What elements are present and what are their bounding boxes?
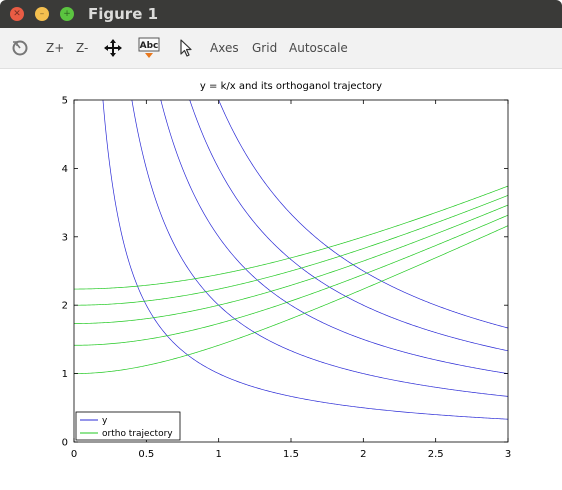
minimize-icon: –	[39, 8, 45, 19]
toolbar: Z+ Z- Abc Axes Grid Autoscale	[0, 28, 562, 69]
x-tick-label: 1	[215, 449, 221, 460]
minimize-button[interactable]: –	[35, 7, 49, 21]
legend[interactable]: y ortho trajectory	[75, 411, 181, 441]
x-tick-label: 2	[360, 449, 366, 460]
chart-title: y = k/x and its orthoganol trajectory	[200, 81, 382, 92]
x-tick-label: 0	[71, 449, 77, 460]
series-y-curve	[131, 100, 508, 397]
y-tick-label: 4	[62, 164, 68, 175]
series-ortho-curve	[74, 195, 508, 306]
pan-arrows-icon[interactable]	[103, 38, 123, 58]
x-tick-label: 2.5	[428, 449, 444, 460]
legend-label-y: y	[102, 416, 108, 426]
x-tick-label: 3	[505, 449, 511, 460]
y-tick-label: 2	[62, 301, 68, 312]
axes-button[interactable]: Axes	[210, 41, 239, 55]
zoom-out-button[interactable]: Z-	[76, 41, 89, 55]
text-annotation-icon[interactable]: Abc	[138, 37, 160, 59]
y-tick-label: 1	[62, 369, 68, 380]
series-ortho-curve	[74, 204, 508, 324]
legend-box	[75, 411, 181, 441]
rotate-icon[interactable]	[10, 38, 30, 58]
window-title: Figure 1	[88, 5, 159, 23]
maximize-icon: +	[63, 8, 71, 19]
text-icon-label: Abc	[140, 41, 159, 51]
title-bar[interactable]: ✕ – + Figure 1	[0, 0, 562, 29]
close-button[interactable]: ✕	[10, 7, 24, 21]
series-y-curve	[102, 100, 508, 420]
series-y-curve	[160, 100, 508, 374]
x-tick-label: 0.5	[138, 449, 154, 460]
legend-label-ortho: ortho trajectory	[102, 429, 173, 439]
zoom-in-button[interactable]: Z+	[46, 41, 65, 55]
autoscale-button[interactable]: Autoscale	[289, 41, 348, 55]
y-tick-label: 5	[62, 96, 68, 107]
series-y-curve	[189, 100, 508, 352]
close-icon: ✕	[13, 8, 21, 19]
series-ortho-curve	[74, 185, 508, 290]
series-layer	[74, 100, 508, 420]
x-tick-label: 1.5	[283, 449, 299, 460]
y-tick-label: 3	[62, 232, 68, 243]
series-ortho-curve	[74, 214, 508, 346]
grid-button[interactable]: Grid	[252, 41, 278, 55]
pointer-icon[interactable]	[176, 38, 196, 58]
y-tick-label: 0	[62, 438, 68, 449]
maximize-button[interactable]: +	[60, 7, 74, 21]
series-y-curve	[218, 100, 508, 329]
ticks-layer: 0 0.5 1 1.5 2 2.5 3 0 1 2 3 4 5	[62, 96, 512, 461]
series-ortho-curve	[74, 225, 508, 374]
